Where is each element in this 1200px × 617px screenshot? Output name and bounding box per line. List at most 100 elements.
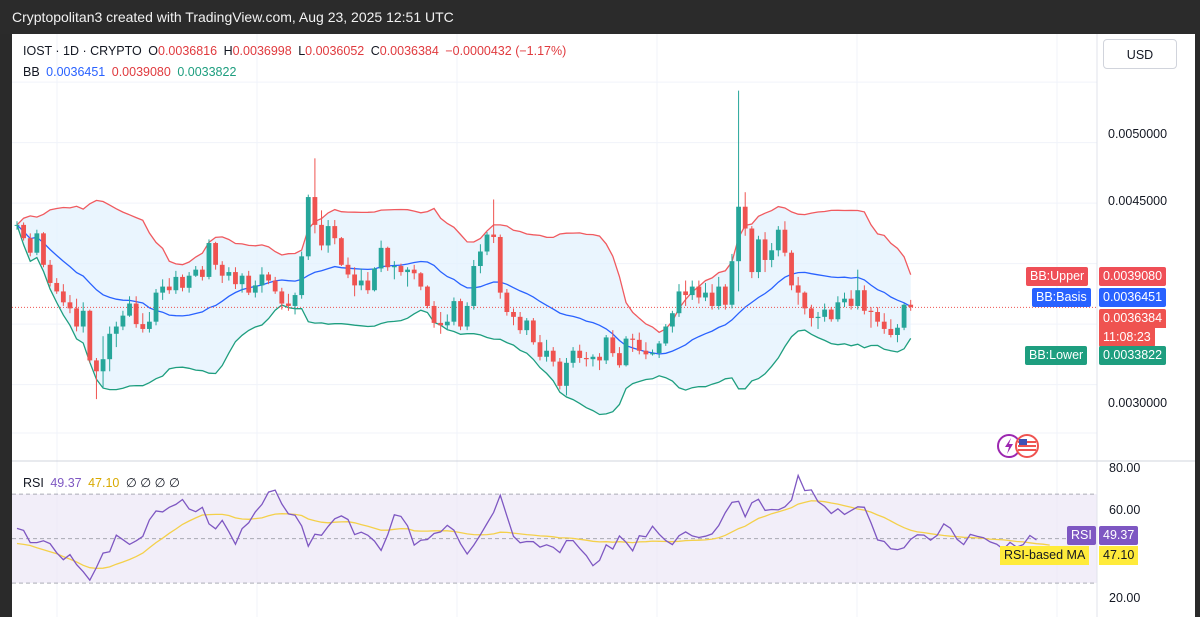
candle-body bbox=[517, 316, 523, 331]
candle-body bbox=[21, 224, 27, 239]
candle-body bbox=[34, 233, 40, 253]
candle-body bbox=[27, 238, 33, 253]
candle-body bbox=[405, 269, 410, 273]
candle-body bbox=[451, 301, 457, 322]
candle-body bbox=[802, 292, 808, 309]
symbol-label[interactable]: IOST · 1D · CRYPTO bbox=[23, 44, 142, 58]
candle-body bbox=[815, 316, 821, 319]
candle-body bbox=[127, 303, 132, 316]
open-value: 0.0036816 bbox=[158, 44, 218, 58]
bb-upper-tag-value: 0.0039080 bbox=[1099, 267, 1167, 286]
candle-body bbox=[153, 292, 159, 322]
rsi-line bbox=[16, 473, 1037, 582]
candle-body bbox=[716, 286, 722, 306]
rsi-scale-60: 60.00 bbox=[1109, 503, 1141, 517]
bollinger-bands bbox=[12, 199, 1097, 416]
candle-body bbox=[133, 303, 139, 325]
candle-body bbox=[47, 264, 53, 283]
candle-body bbox=[113, 326, 119, 334]
candle-body bbox=[100, 359, 106, 372]
candle-body bbox=[570, 350, 576, 363]
candle-body bbox=[219, 264, 225, 276]
candle-body bbox=[431, 305, 437, 323]
candle-body bbox=[14, 224, 20, 226]
caption-text: Cryptopolitan3 created with TradingView.… bbox=[12, 9, 454, 25]
last-price-tag: 0.0036384 bbox=[1099, 309, 1167, 328]
candle-body bbox=[756, 239, 761, 273]
candle-body bbox=[550, 350, 556, 362]
bb-upper-line bbox=[16, 199, 912, 334]
price-label-0045: 0.0045000 bbox=[1108, 194, 1168, 208]
candle-body bbox=[689, 286, 695, 296]
candle-body bbox=[365, 280, 371, 291]
candle-body bbox=[835, 302, 841, 320]
bb-label[interactable]: BB bbox=[23, 65, 40, 79]
candle-body bbox=[272, 280, 278, 292]
bb-upper-tag: BB:Upper bbox=[1026, 267, 1089, 286]
candle-body bbox=[762, 239, 768, 260]
candle-body bbox=[378, 247, 384, 269]
band-fill bbox=[17, 200, 911, 415]
close-value: 0.0036384 bbox=[379, 44, 439, 58]
high-value: 0.0036998 bbox=[232, 44, 292, 58]
candle-body bbox=[246, 275, 252, 293]
open-label: O bbox=[148, 44, 158, 58]
low-label: L bbox=[298, 44, 306, 58]
candle-body bbox=[266, 274, 271, 281]
candle-body bbox=[696, 286, 702, 298]
candle-body bbox=[259, 274, 265, 286]
chart-canvas[interactable] bbox=[12, 34, 1195, 617]
candle-body bbox=[345, 264, 351, 275]
candle-body bbox=[703, 292, 708, 298]
candle-body bbox=[87, 310, 93, 361]
candle-body bbox=[391, 266, 397, 268]
candle-body bbox=[471, 266, 477, 306]
candle-body bbox=[385, 247, 391, 268]
candle-body bbox=[180, 276, 185, 288]
candle-body bbox=[895, 327, 900, 335]
candle-body bbox=[497, 236, 503, 293]
chart-frame[interactable]: IOST · 1D · CRYPTO O0.0036816 H0.0036998… bbox=[12, 34, 1195, 617]
candle-body bbox=[676, 291, 682, 314]
candle-body bbox=[418, 273, 424, 287]
candle-body bbox=[511, 312, 516, 317]
rsi-value: 49.37 bbox=[50, 476, 82, 490]
candle-body bbox=[464, 305, 470, 327]
candle-body bbox=[166, 286, 172, 291]
candle-body bbox=[444, 321, 450, 326]
candle-body bbox=[617, 353, 622, 366]
candle-body bbox=[199, 269, 205, 277]
rsi-ma-value: 47.10 bbox=[88, 476, 120, 490]
candle-body bbox=[749, 228, 755, 273]
candle-body bbox=[564, 362, 569, 386]
candle-body bbox=[583, 357, 589, 360]
rsi-scale-80: 80.00 bbox=[1109, 461, 1141, 475]
rsi-label[interactable]: RSI bbox=[23, 476, 44, 490]
candle-body bbox=[875, 312, 880, 322]
candle-body bbox=[775, 229, 781, 251]
rsi-ma-tag-value: 47.10 bbox=[1099, 546, 1139, 565]
candle-body bbox=[325, 226, 331, 246]
candle-body bbox=[683, 291, 689, 296]
caption-bar: Cryptopolitan3 created with TradingView.… bbox=[0, 0, 1200, 34]
candle-body bbox=[305, 197, 311, 257]
candle-body bbox=[54, 282, 60, 292]
candle-body bbox=[888, 328, 894, 335]
candle-body bbox=[226, 272, 232, 276]
candle-body bbox=[484, 234, 490, 252]
flag-badge-icon[interactable] bbox=[997, 433, 1041, 459]
currency-button[interactable]: USD bbox=[1103, 39, 1177, 69]
rsi-legend: RSI 49.37 47.10 ∅ ∅ ∅ ∅ bbox=[23, 475, 183, 490]
high-label: H bbox=[223, 44, 233, 58]
candle-body bbox=[530, 320, 536, 343]
candle-body bbox=[782, 229, 788, 253]
candle-body bbox=[80, 310, 86, 327]
candle-body bbox=[557, 361, 563, 386]
candle-body bbox=[650, 353, 655, 355]
rsi-ma-line bbox=[16, 500, 1050, 570]
bb-lower-tag-value: 0.0033822 bbox=[1099, 346, 1167, 365]
rsi-empty-values: ∅ ∅ ∅ ∅ bbox=[125, 476, 180, 490]
candle-body bbox=[736, 206, 741, 262]
candle-body bbox=[603, 337, 609, 361]
candle-body bbox=[769, 250, 775, 260]
